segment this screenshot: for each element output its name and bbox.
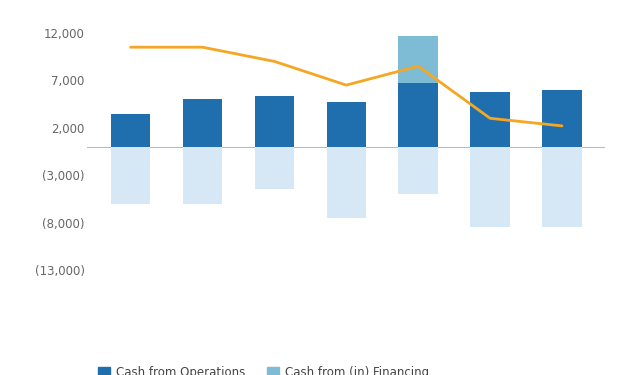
Bar bbox=[326, 147, 366, 218]
Bar bbox=[183, 99, 222, 147]
Bar bbox=[542, 147, 582, 227]
Bar bbox=[255, 147, 294, 189]
Bar bbox=[255, 96, 294, 147]
Legend: Cash from Operations, Cash used in Investing, Cash from (in) Financing, Cash Bal: Cash from Operations, Cash used in Inves… bbox=[93, 361, 434, 375]
Bar bbox=[111, 114, 150, 147]
Bar bbox=[542, 90, 582, 147]
Bar bbox=[470, 92, 510, 147]
Bar bbox=[399, 83, 438, 147]
Bar bbox=[399, 147, 438, 194]
Bar bbox=[183, 147, 222, 204]
Bar bbox=[470, 147, 510, 227]
Bar bbox=[111, 147, 150, 204]
Bar bbox=[326, 102, 366, 147]
Bar bbox=[399, 36, 438, 83]
